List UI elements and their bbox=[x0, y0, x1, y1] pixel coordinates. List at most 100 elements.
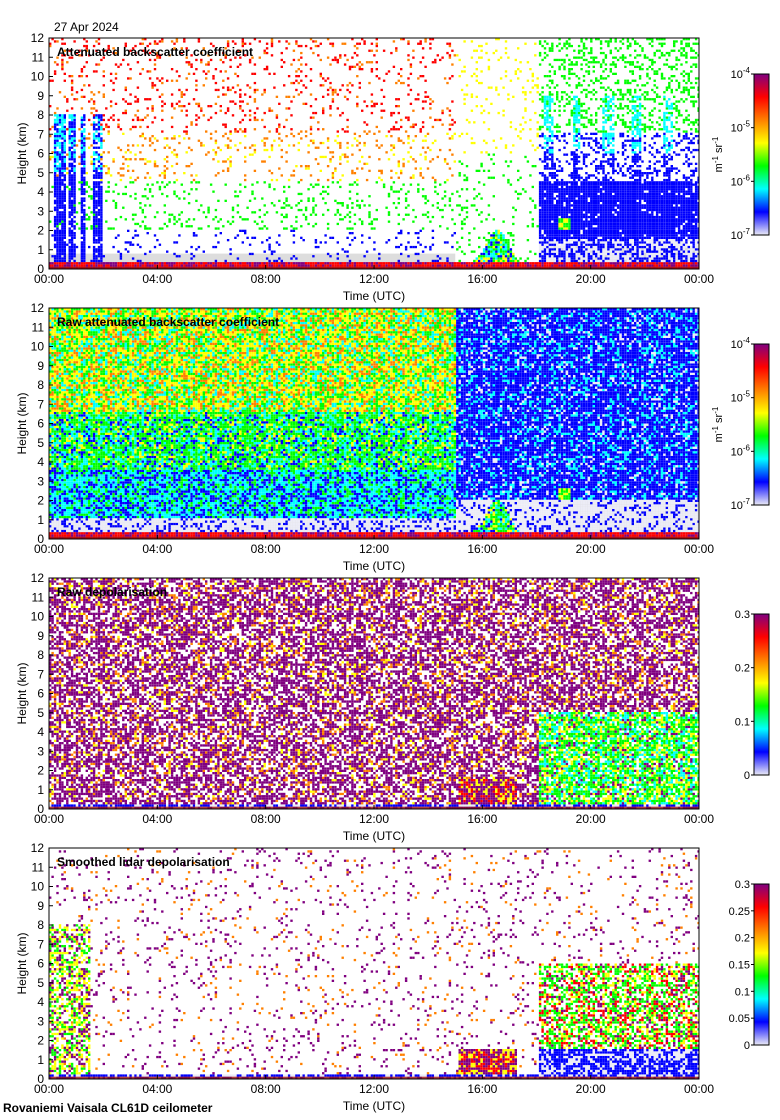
heatmap-cell bbox=[575, 116, 578, 119]
heatmap-cell bbox=[83, 257, 86, 260]
heatmap-cell bbox=[61, 197, 64, 200]
heatmap-cell bbox=[53, 167, 57, 170]
heatmap-cell bbox=[70, 213, 74, 216]
heatmap-cell bbox=[122, 98, 125, 101]
heatmap-cell bbox=[351, 239, 354, 242]
heatmap-cell bbox=[570, 229, 573, 232]
heatmap-cell bbox=[80, 181, 84, 184]
heatmap-cell bbox=[497, 255, 500, 258]
heatmap-cell bbox=[63, 204, 66, 207]
heatmap-cell bbox=[114, 77, 118, 80]
heatmap-cell bbox=[465, 178, 469, 182]
heatmap-cell bbox=[556, 250, 559, 253]
heatmap-cell bbox=[285, 264, 288, 267]
heatmap-cell bbox=[577, 102, 581, 105]
heatmap-cell bbox=[570, 172, 573, 175]
heatmap-cell bbox=[573, 252, 576, 256]
heatmap-cell bbox=[551, 257, 554, 260]
heatmap-cell bbox=[70, 56, 74, 59]
heatmap-cell bbox=[80, 218, 84, 221]
heatmap-cell bbox=[66, 98, 69, 101]
heatmap-cell bbox=[229, 146, 232, 149]
heatmap-cell bbox=[139, 118, 142, 122]
heatmap-cell bbox=[222, 169, 225, 172]
heatmap-cell bbox=[68, 172, 71, 175]
heatmap-cell bbox=[563, 218, 566, 221]
heatmap-cell bbox=[239, 88, 242, 92]
heatmap-cell bbox=[185, 47, 188, 50]
heatmap-cell bbox=[80, 248, 84, 251]
heatmap-cell bbox=[590, 61, 593, 64]
heatmap-cell bbox=[446, 42, 449, 45]
heatmap-cell bbox=[460, 206, 464, 209]
heatmap-cell bbox=[112, 264, 115, 267]
heatmap-cell bbox=[392, 153, 396, 156]
heatmap-cell bbox=[470, 95, 474, 98]
heatmap-cell bbox=[326, 137, 330, 140]
heatmap-cell bbox=[66, 61, 69, 64]
heatmap-cell bbox=[577, 105, 581, 108]
heatmap-cell bbox=[590, 197, 593, 200]
heatmap-cell bbox=[590, 56, 593, 59]
heatmap-cell bbox=[556, 125, 559, 129]
heatmap-cell bbox=[56, 239, 59, 242]
heatmap-cell bbox=[577, 241, 581, 244]
heatmap-cell bbox=[424, 202, 427, 205]
heatmap-cell bbox=[53, 220, 57, 223]
heatmap-cell bbox=[141, 262, 144, 265]
heatmap-cell bbox=[424, 38, 427, 41]
heatmap-cell bbox=[363, 162, 366, 165]
heatmap-cell bbox=[565, 93, 569, 96]
heatmap-cell bbox=[100, 141, 103, 145]
heatmap-cell bbox=[553, 125, 556, 129]
heatmap-cell bbox=[502, 114, 505, 117]
heatmap-cell bbox=[587, 257, 591, 260]
heatmap-cell bbox=[582, 248, 586, 251]
heatmap-cell bbox=[144, 51, 147, 55]
heatmap-cell bbox=[70, 234, 74, 237]
heatmap-cell bbox=[92, 255, 96, 258]
heatmap-cell bbox=[414, 215, 417, 219]
heatmap-cell bbox=[485, 218, 488, 221]
heatmap-cell bbox=[339, 56, 342, 59]
heatmap-cell bbox=[297, 192, 300, 196]
heatmap-cell bbox=[590, 213, 593, 216]
heatmap-cell bbox=[61, 239, 64, 242]
heatmap-cell bbox=[558, 105, 561, 108]
heatmap-cell bbox=[487, 248, 491, 251]
heatmap-cell bbox=[265, 227, 269, 230]
heatmap-cell bbox=[49, 220, 52, 223]
heatmap-cell bbox=[356, 42, 359, 45]
heatmap-cell bbox=[558, 222, 561, 226]
heatmap-cell bbox=[534, 111, 537, 115]
heatmap-cell bbox=[239, 49, 242, 52]
heatmap-cell bbox=[80, 123, 84, 126]
heatmap-cell bbox=[577, 130, 581, 133]
heatmap-cell bbox=[295, 227, 298, 230]
heatmap-cell bbox=[75, 245, 79, 249]
heatmap-cell bbox=[587, 239, 591, 242]
heatmap-cell bbox=[480, 70, 483, 73]
heatmap-cell bbox=[507, 178, 510, 182]
heatmap-cell bbox=[183, 93, 186, 96]
heatmap-cell bbox=[334, 199, 337, 202]
heatmap-cell bbox=[582, 245, 586, 249]
heatmap-cell bbox=[207, 206, 210, 209]
heatmap-cell bbox=[248, 243, 252, 246]
heatmap-cell bbox=[73, 185, 76, 189]
heatmap-cell bbox=[356, 264, 359, 267]
heatmap-cell bbox=[73, 167, 76, 170]
heatmap-cell bbox=[70, 192, 74, 196]
heatmap-cell bbox=[448, 262, 452, 265]
heatmap-cell bbox=[70, 81, 74, 85]
heatmap-cell bbox=[492, 139, 495, 142]
heatmap-cell bbox=[580, 190, 583, 193]
heatmap-cell bbox=[61, 190, 64, 193]
heatmap-cell bbox=[380, 172, 383, 175]
heatmap-cell bbox=[497, 264, 500, 267]
heatmap-cell bbox=[458, 259, 461, 263]
heatmap-cell bbox=[278, 264, 281, 267]
heatmap-cell bbox=[580, 123, 583, 126]
heatmap-cell bbox=[453, 160, 456, 163]
heatmap-cell bbox=[53, 128, 57, 131]
